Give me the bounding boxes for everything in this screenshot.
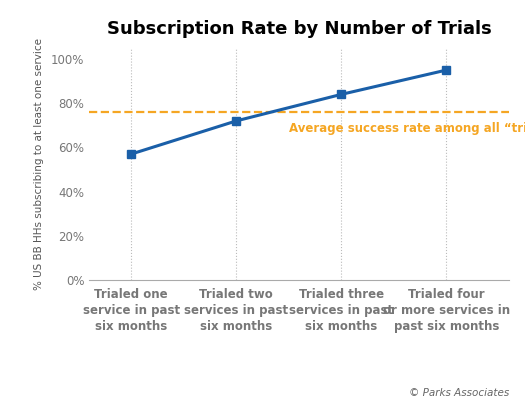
Text: © Parks Associates: © Parks Associates (409, 388, 509, 398)
Y-axis label: % US BB HHs subscribing to at least one service: % US BB HHs subscribing to at least one … (34, 38, 44, 290)
Title: Subscription Rate by Number of Trials: Subscription Rate by Number of Trials (107, 20, 491, 38)
Text: Average success rate among all “trialers”: Average success rate among all “trialers… (289, 122, 525, 135)
